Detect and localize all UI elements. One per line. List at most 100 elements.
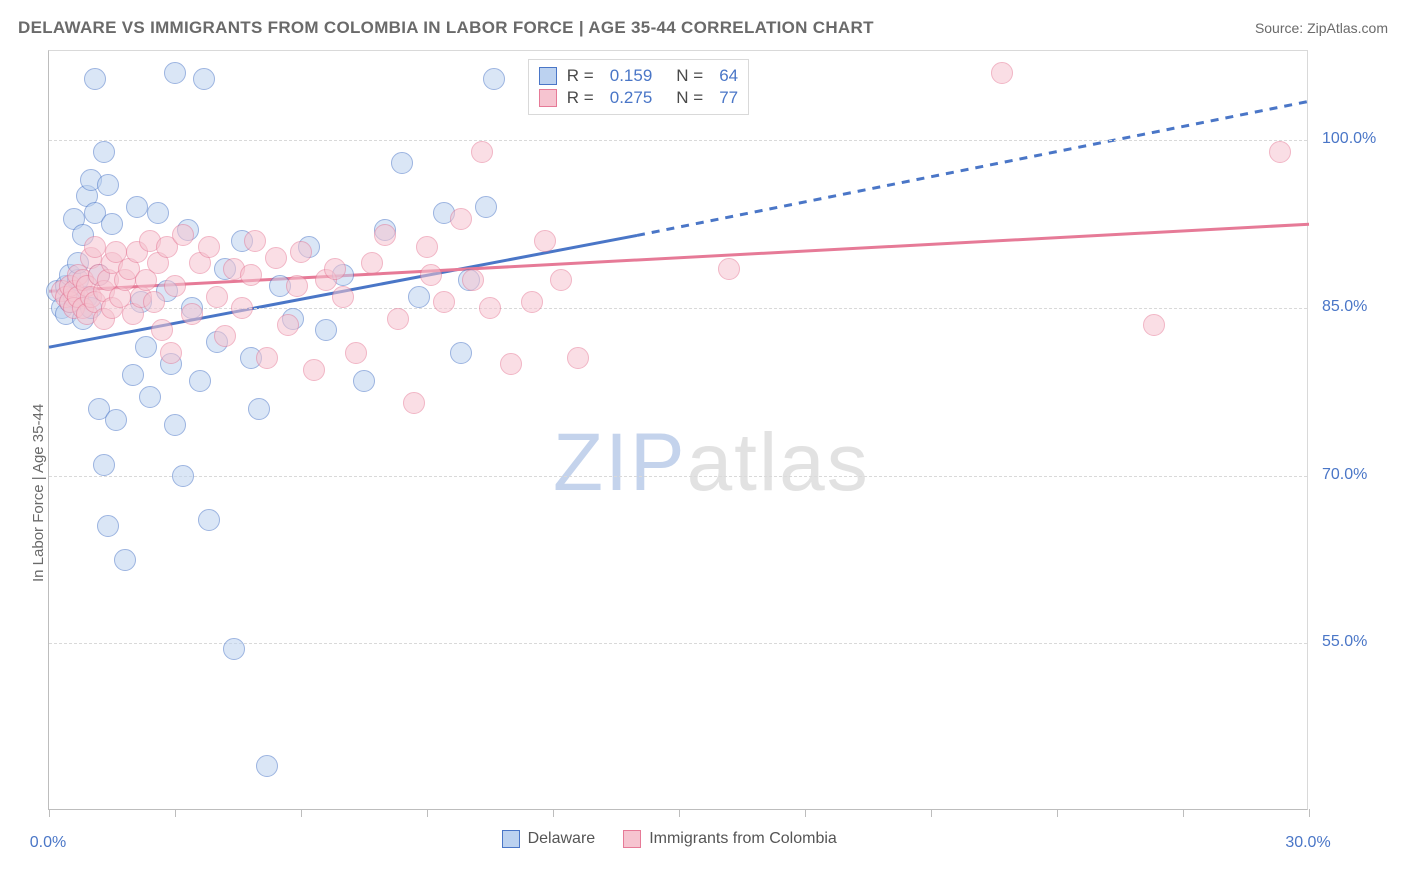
x-tick-label: 0.0% xyxy=(30,834,66,852)
scatter-point-b xyxy=(214,325,236,347)
gridline xyxy=(49,140,1307,141)
legend-item-a: Delaware xyxy=(502,830,596,848)
legend-swatch-b xyxy=(623,830,641,848)
scatter-point-a xyxy=(353,370,375,392)
scatter-point-b xyxy=(160,342,182,364)
scatter-point-a xyxy=(315,319,337,341)
scatter-point-a xyxy=(223,638,245,660)
scatter-point-a xyxy=(198,509,220,531)
scatter-point-a xyxy=(164,414,186,436)
scatter-point-b xyxy=(500,353,522,375)
legend-bottom: Delaware Immigrants from Colombia xyxy=(502,830,837,848)
x-tick xyxy=(553,809,554,817)
title-bar: DELAWARE VS IMMIGRANTS FROM COLOMBIA IN … xyxy=(18,18,1388,38)
scatter-point-b xyxy=(324,258,346,280)
legend-r-label: R = xyxy=(567,88,594,108)
scatter-point-b xyxy=(567,347,589,369)
legend-swatch-a xyxy=(502,830,520,848)
legend-swatch-b xyxy=(539,89,557,107)
legend-n-value-b: 77 xyxy=(719,88,738,108)
legend-item-b: Immigrants from Colombia xyxy=(623,830,837,848)
y-tick-label: 100.0% xyxy=(1322,130,1376,148)
scatter-point-b xyxy=(550,269,572,291)
scatter-point-a xyxy=(126,196,148,218)
x-tick-label: 30.0% xyxy=(1285,834,1330,852)
scatter-point-b xyxy=(387,308,409,330)
scatter-point-b xyxy=(231,297,253,319)
scatter-plot-area: ZIPatlas R = 0.159 N = 64 R = 0.275 N = … xyxy=(48,50,1308,810)
scatter-point-a xyxy=(475,196,497,218)
scatter-point-a xyxy=(139,386,161,408)
scatter-point-b xyxy=(1269,141,1291,163)
scatter-point-b xyxy=(718,258,740,280)
scatter-point-a xyxy=(248,398,270,420)
source-attribution: Source: ZipAtlas.com xyxy=(1255,20,1388,36)
x-tick xyxy=(805,809,806,817)
legend-n-label: N = xyxy=(676,66,703,86)
scatter-point-a xyxy=(391,152,413,174)
scatter-point-b xyxy=(198,236,220,258)
x-tick xyxy=(175,809,176,817)
y-axis-label: In Labor Force | Age 35-44 xyxy=(30,404,47,582)
legend-n-value-a: 64 xyxy=(719,66,738,86)
scatter-point-a xyxy=(84,68,106,90)
correlation-legend-box: R = 0.159 N = 64 R = 0.275 N = 77 xyxy=(528,59,749,115)
scatter-point-a xyxy=(408,286,430,308)
scatter-point-b xyxy=(361,252,383,274)
scatter-point-b xyxy=(991,62,1013,84)
scatter-point-b xyxy=(172,224,194,246)
scatter-point-a xyxy=(147,202,169,224)
scatter-point-b xyxy=(416,236,438,258)
trend-lines-svg xyxy=(49,51,1309,811)
scatter-point-b xyxy=(534,230,556,252)
chart-title: DELAWARE VS IMMIGRANTS FROM COLOMBIA IN … xyxy=(18,18,874,38)
legend-label-b: Immigrants from Colombia xyxy=(649,830,837,848)
legend-n-label: N = xyxy=(676,88,703,108)
legend-r-label: R = xyxy=(567,66,594,86)
x-tick xyxy=(427,809,428,817)
scatter-point-b xyxy=(290,241,312,263)
x-tick xyxy=(49,809,50,817)
x-tick xyxy=(1309,809,1310,817)
scatter-point-b xyxy=(374,224,396,246)
x-tick xyxy=(301,809,302,817)
legend-r-value-b: 0.275 xyxy=(610,88,653,108)
scatter-point-b xyxy=(265,247,287,269)
scatter-point-a xyxy=(483,68,505,90)
scatter-point-a xyxy=(97,174,119,196)
scatter-point-b xyxy=(84,236,106,258)
scatter-point-b xyxy=(164,275,186,297)
scatter-point-b xyxy=(420,264,442,286)
scatter-point-b xyxy=(450,208,472,230)
scatter-point-a xyxy=(450,342,472,364)
scatter-point-b xyxy=(345,342,367,364)
x-tick xyxy=(931,809,932,817)
scatter-point-a xyxy=(193,68,215,90)
scatter-point-b xyxy=(181,303,203,325)
scatter-point-b xyxy=(462,269,484,291)
legend-row-a: R = 0.159 N = 64 xyxy=(539,66,738,86)
scatter-point-b xyxy=(1143,314,1165,336)
legend-swatch-a xyxy=(539,67,557,85)
scatter-point-a xyxy=(97,515,119,537)
scatter-point-b xyxy=(277,314,299,336)
scatter-point-a xyxy=(164,62,186,84)
scatter-point-a xyxy=(172,465,194,487)
scatter-point-b xyxy=(303,359,325,381)
scatter-point-a xyxy=(101,213,123,235)
scatter-point-b xyxy=(240,264,262,286)
scatter-point-b xyxy=(244,230,266,252)
scatter-point-b xyxy=(206,286,228,308)
scatter-point-a xyxy=(114,549,136,571)
scatter-point-a xyxy=(189,370,211,392)
y-tick-label: 85.0% xyxy=(1322,298,1367,316)
x-tick xyxy=(679,809,680,817)
scatter-point-a xyxy=(122,364,144,386)
x-tick xyxy=(1057,809,1058,817)
scatter-point-a xyxy=(256,755,278,777)
gridline xyxy=(49,476,1307,477)
scatter-point-b xyxy=(332,286,354,308)
scatter-point-b xyxy=(433,291,455,313)
scatter-point-a xyxy=(105,409,127,431)
scatter-point-b xyxy=(521,291,543,313)
